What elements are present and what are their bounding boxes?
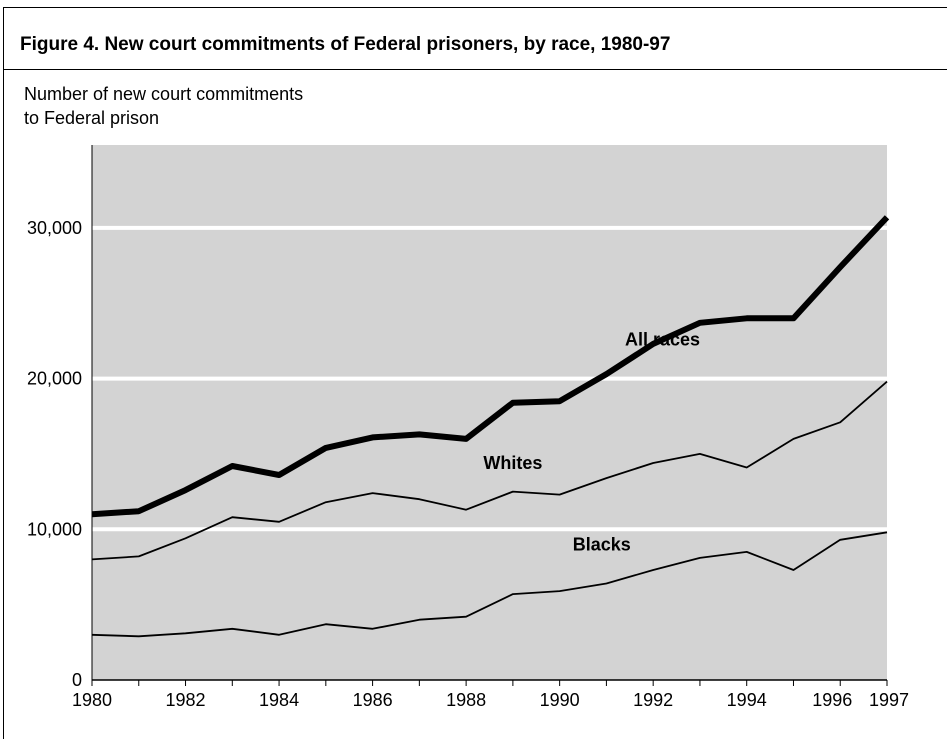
title-bar bbox=[4, 8, 947, 70]
x-tick-label: 1997 bbox=[869, 690, 909, 710]
y-tick-label: 10,000 bbox=[27, 519, 82, 539]
chart-title: Figure 4. New court commitments of Feder… bbox=[20, 34, 671, 55]
series-label-all-races: All races bbox=[625, 329, 700, 349]
series-label-blacks: Blacks bbox=[573, 534, 631, 554]
y-axis-label-line-2: to Federal prison bbox=[24, 108, 160, 128]
x-tick-label: 1982 bbox=[166, 690, 206, 710]
y-axis-label-line-1: Number of new court commitments bbox=[24, 84, 304, 104]
x-tick-label: 1980 bbox=[72, 690, 112, 710]
y-tick-label: 0 bbox=[72, 670, 82, 690]
axes bbox=[91, 145, 888, 686]
series-lines bbox=[91, 215, 890, 638]
x-tick-label: 1986 bbox=[353, 690, 393, 710]
x-tick-label: 1996 bbox=[812, 690, 852, 710]
series-line-all-races bbox=[91, 215, 890, 518]
y-tick-labels: 0 10,000 20,000 30,000 bbox=[27, 218, 82, 690]
series-label-whites: Whites bbox=[483, 453, 542, 473]
figure-frame bbox=[3, 7, 947, 739]
plot-area bbox=[92, 145, 887, 680]
series-labels: All races Whites Blacks bbox=[483, 329, 700, 554]
series-line-blacks bbox=[91, 531, 888, 638]
x-tick-label: 1990 bbox=[540, 690, 580, 710]
gridlines bbox=[92, 225, 887, 532]
x-tick-label: 1992 bbox=[633, 690, 673, 710]
x-tick-label: 1984 bbox=[259, 690, 299, 710]
x-tick-labels: 1980 1982 1984 1986 1988 1990 1992 1994 1996 1997 bbox=[72, 690, 909, 710]
y-tick-label: 20,000 bbox=[27, 369, 82, 389]
series-line-whites bbox=[91, 380, 888, 561]
y-tick-label: 30,000 bbox=[27, 218, 82, 238]
x-tick-label: 1988 bbox=[446, 690, 486, 710]
x-tick-label: 1994 bbox=[727, 690, 767, 710]
y-axis-label: Number of new court commitments to Feder… bbox=[24, 82, 303, 130]
